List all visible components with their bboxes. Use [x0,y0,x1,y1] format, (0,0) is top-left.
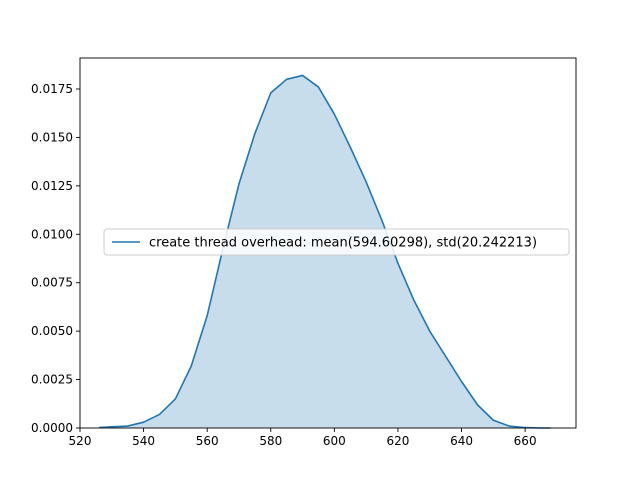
y-tick-label: 0.0075 [31,276,73,290]
x-tick-label: 520 [69,434,92,448]
y-tick-label: 0.0175 [31,82,73,96]
legend: create thread overhead: mean(594.60298),… [104,229,569,255]
y-tick-label: 0.0125 [31,179,73,193]
y-tick-label: 0.0150 [31,130,73,144]
x-tick-label: 600 [323,434,346,448]
legend-label-0: create thread overhead: mean(594.60298),… [149,236,537,251]
x-tick-label: 540 [132,434,155,448]
x-tick-label: 660 [514,434,537,448]
y-tick-label: 0.0000 [31,421,73,435]
x-tick-label: 620 [386,434,409,448]
y-tick-label: 0.0050 [31,324,73,338]
x-tick-label: 580 [259,434,282,448]
x-tick-label: 560 [196,434,219,448]
y-tick-label: 0.0100 [31,227,73,241]
x-tick-label: 640 [450,434,473,448]
y-tick-label: 0.0025 [31,373,73,387]
